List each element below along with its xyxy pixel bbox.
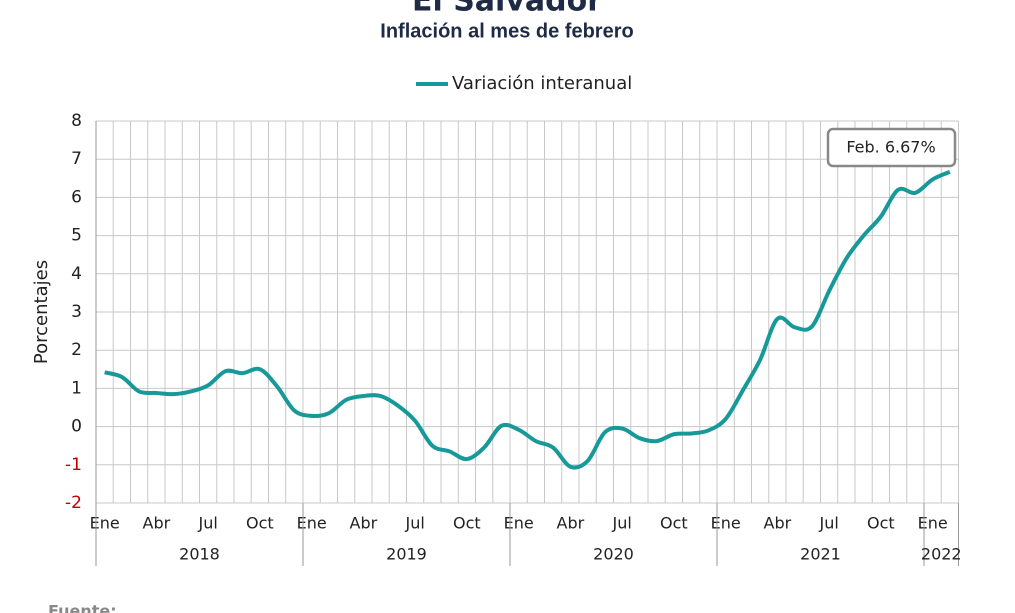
- chart-title: El Salvador: [412, 0, 602, 19]
- data-line: [104, 169, 951, 470]
- y-tick-label: 1: [71, 378, 82, 398]
- year-label: 2018: [179, 545, 220, 564]
- x-tick-label: Ene: [90, 514, 120, 533]
- annotation: Feb. 6.67%: [846, 138, 935, 157]
- y-tick-label: 7: [71, 149, 82, 169]
- y-tick-label: 6: [71, 187, 82, 207]
- x-tick-label: Abr: [764, 514, 792, 533]
- x-tick-label: Jul: [611, 514, 631, 533]
- y-tick-label: -1: [65, 455, 82, 475]
- x-tick-label: Oct: [453, 514, 481, 533]
- year-label: 2019: [386, 545, 427, 564]
- x-tick-label: Jul: [818, 514, 838, 533]
- x-tick-label: Oct: [246, 514, 274, 533]
- y-tick-label: 4: [71, 264, 82, 284]
- x-tick-label: Jul: [404, 514, 424, 533]
- chart-subtitle: Inflación al mes de febrero: [380, 20, 633, 42]
- year-label: 2020: [593, 545, 634, 564]
- y-axis-label: Porcentajes: [31, 260, 52, 364]
- source: Fuente:: [48, 602, 117, 613]
- y-tick-label: -2: [65, 493, 82, 513]
- x-tick-label: Abr: [143, 514, 171, 533]
- y-tick-label: 2: [71, 340, 82, 360]
- y-tick-label: 3: [71, 302, 82, 322]
- x-tick-label: Ene: [711, 514, 741, 533]
- x-tick-label: Abr: [557, 514, 585, 533]
- annotation-box: [826, 127, 957, 168]
- year-label: 2021: [800, 545, 841, 564]
- y-tick-label: 5: [71, 226, 82, 246]
- legend-label: Variación interanual: [452, 73, 632, 94]
- x-tick-label: Oct: [660, 514, 688, 533]
- x-tick-label: Ene: [297, 514, 327, 533]
- year-label: 2022: [921, 545, 962, 564]
- x-tick-label: Ene: [504, 514, 534, 533]
- x-tick-label: Abr: [350, 514, 378, 533]
- x-tick-label: Oct: [867, 514, 895, 533]
- y-tick-label: 8: [71, 111, 82, 131]
- x-tick-label: Jul: [197, 514, 217, 533]
- x-tick-label: Ene: [918, 514, 948, 533]
- y-tick-label: 0: [71, 417, 82, 437]
